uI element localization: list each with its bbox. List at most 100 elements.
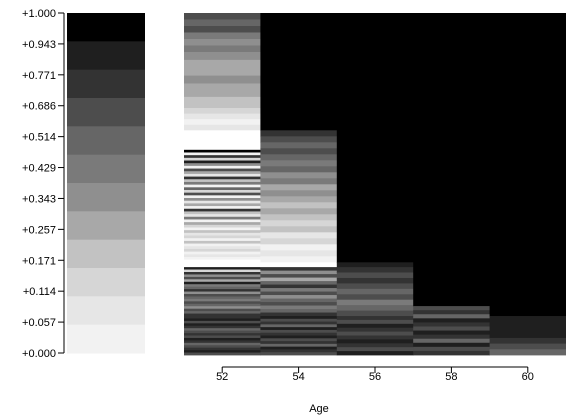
x-axis-title: Age [309, 403, 329, 415]
legend-swatch [67, 211, 145, 241]
heatmap-cell [336, 277, 414, 284]
heatmap-cell [184, 157, 261, 161]
heatmap-cell [260, 305, 338, 310]
heatmap-cell [184, 240, 261, 244]
heatmap-cell [184, 352, 261, 356]
heatmap-cell [260, 312, 338, 317]
heatmap-cell [413, 306, 490, 311]
legend-tick-label: +0.429 [22, 163, 56, 175]
legend-swatch [67, 41, 145, 71]
heatmap-cell [184, 303, 261, 307]
heatmap-cell [260, 142, 338, 149]
heatmap-cell [260, 327, 338, 331]
heatmap-cell [184, 306, 261, 310]
heatmap-cell [184, 91, 261, 98]
heatmap-cell [184, 198, 261, 202]
x-tick-label: 52 [216, 371, 228, 383]
heatmap-cell [336, 267, 414, 273]
legend-swatch [67, 13, 145, 42]
heatmap-cell [413, 334, 490, 340]
legend-tick-label: +0.943 [22, 39, 56, 51]
heatmap-cell [260, 295, 338, 299]
heatmap-cell [260, 346, 338, 350]
legend-tick-label: +0.686 [22, 101, 56, 113]
heatmap-cell [336, 283, 414, 290]
heatmap-cell [336, 323, 414, 329]
heatmap-cell [260, 318, 338, 322]
legend-tick-label: +0.771 [22, 70, 56, 82]
heatmap-cell [413, 314, 490, 319]
heatmap-cell [184, 281, 261, 285]
heatmap-cell [184, 149, 261, 153]
legend-tick-label: +0.114 [23, 286, 56, 298]
heatmap-cell [260, 281, 338, 285]
heatmap-cell [260, 196, 338, 203]
heatmap-cell [336, 327, 414, 333]
heatmap-cell [184, 337, 261, 341]
heatmap-cell [184, 330, 261, 334]
heatmap-cell [184, 224, 261, 228]
heatmap-cell [184, 208, 261, 212]
heatmap-cell [260, 166, 338, 173]
heatmap-cell [184, 345, 261, 349]
heatmap-cell [184, 289, 261, 292]
heatmap-cell [184, 102, 261, 109]
heatmap-cell [184, 163, 261, 167]
heatmap-cell [336, 319, 414, 325]
heatmap-cell [184, 171, 261, 175]
heatmap-cell [184, 316, 261, 319]
heatmap-cell [184, 51, 261, 61]
heatmap-cell [336, 343, 414, 348]
heatmap-cell [184, 184, 261, 188]
heatmap-cell [413, 310, 490, 315]
heatmap-cell [260, 160, 338, 167]
heatmap-cell [184, 45, 261, 53]
heatmap-cell [260, 335, 338, 339]
heatmap-cell [260, 298, 338, 303]
heatmap-cell [184, 113, 261, 120]
heatmap-cell [260, 226, 338, 233]
heatmap-cell [184, 350, 261, 353]
heatmap-cell [184, 130, 261, 151]
heatmap-cell [184, 227, 261, 231]
heatmap-cell [184, 108, 261, 114]
heatmap-cell [184, 254, 261, 258]
heatmap-cell [260, 274, 338, 278]
heatmap-cell [184, 267, 261, 270]
heatmap-cell [413, 338, 490, 344]
heatmap-cell [336, 13, 414, 263]
heatmap-cell [184, 165, 261, 169]
heatmap-cell [184, 168, 261, 172]
heatmap-cell [184, 333, 261, 336]
heatmap-cell [260, 154, 338, 161]
heatmap-cell [184, 308, 261, 312]
heatmap-cell [184, 176, 261, 180]
heatmap-cell [260, 184, 338, 191]
heatmap-cell [260, 288, 338, 292]
heatmap-cell [260, 309, 338, 313]
heatmap-cell [260, 238, 338, 245]
heatmap-cell [184, 192, 261, 196]
heatmap-cell [413, 346, 490, 352]
heatmap-cell [184, 291, 261, 295]
heatmap-cell [184, 195, 261, 199]
legend-tick-label: +0.514 [22, 132, 56, 144]
heatmap-cell [336, 288, 414, 295]
legend: +1.000 +0.943 +0.771 +0.686 +0.514 +0.429 +0.3… [22, 8, 145, 360]
heatmap-cell [336, 299, 414, 306]
heatmap-cell [260, 130, 338, 137]
x-tick-label: 54 [292, 371, 304, 383]
heatmap-cell [184, 124, 261, 131]
heatmap-cell [336, 335, 414, 340]
heatmap-cell [184, 276, 261, 280]
heatmap-cell [260, 172, 338, 179]
heatmap-cell [184, 222, 261, 226]
heatmap-cell [260, 329, 338, 334]
heatmap-cell [184, 38, 261, 46]
heatmap-cell [489, 349, 566, 356]
heatmap-cell [260, 321, 338, 325]
heatmap-cell [489, 343, 566, 350]
heatmap-cell [260, 256, 338, 263]
legend-tick-label: +1.000 [22, 8, 56, 20]
legend-swatch [67, 268, 145, 297]
